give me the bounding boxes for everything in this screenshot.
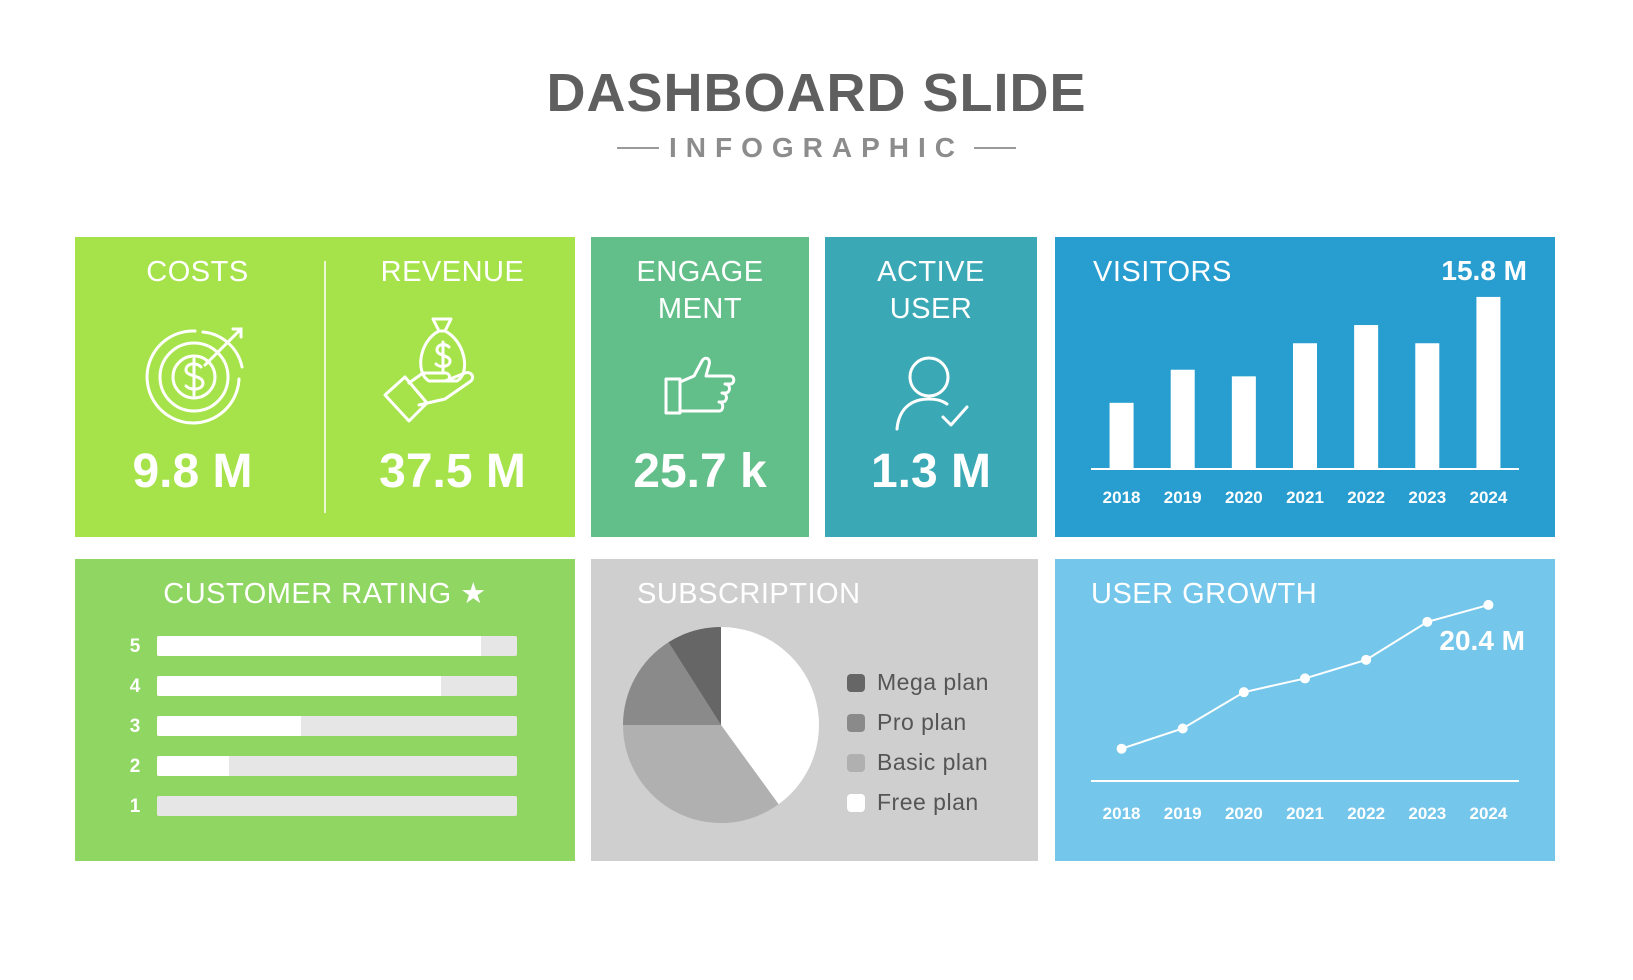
user-growth-year-label: 2024 — [1470, 804, 1508, 823]
visitors-year-label: 2021 — [1286, 488, 1324, 507]
user-check-icon — [895, 356, 969, 431]
page-title: DASHBOARD SLIDE — [546, 63, 1087, 123]
rating-bar — [157, 676, 442, 696]
user-growth-year-label: 2023 — [1408, 804, 1446, 823]
rating-track — [157, 756, 517, 776]
user-growth-point — [1422, 616, 1433, 627]
customer-rating-card: CUSTOMER RATING ★ 5 4 3 2 1 — [75, 559, 575, 861]
legend-item: Mega plan — [847, 669, 989, 696]
user-growth-point — [1300, 673, 1310, 684]
page-subtitle: INFOGRAPHIC — [669, 132, 964, 163]
rating-row: 4 — [125, 676, 565, 698]
visitors-title: VISITORS — [1093, 256, 1232, 288]
active-user-value: 1.3 M — [870, 445, 992, 498]
subtitle-rule-right — [974, 147, 1016, 149]
user-growth-year-label: 2020 — [1225, 804, 1263, 823]
rating-row: 3 — [125, 716, 565, 738]
rating-row: 1 — [125, 796, 565, 818]
user-growth-point — [1483, 599, 1494, 610]
subscription-title: SUBSCRIPTION — [637, 578, 861, 610]
rating-star-label: 5 — [129, 636, 141, 657]
divider — [324, 261, 326, 513]
user-growth-point — [1116, 743, 1127, 754]
revenue-value: 37.5 M — [379, 445, 526, 498]
legend-item: Free plan — [847, 789, 979, 816]
revenue-label: REVENUE — [380, 256, 525, 288]
rating-row: 5 — [125, 636, 565, 658]
engagement-value: 25.7 k — [633, 445, 767, 498]
user-growth-point — [1238, 687, 1249, 698]
user-growth-year-label: 2021 — [1286, 804, 1324, 823]
visitors-bar — [1415, 343, 1440, 469]
pie-slice — [623, 642, 721, 725]
visitors-bar — [1109, 402, 1134, 469]
money-bag-hand-icon — [383, 317, 475, 423]
legend-swatch — [847, 793, 865, 812]
visitors-card: VISITORS 15.8 M 2018 2019 2020 2021 2022 2023… — [1055, 237, 1555, 537]
visitors-bar-chart: 2018 2019 2020 2021 2022 2023 2024 — [1091, 296, 1519, 507]
visitors-bar — [1231, 376, 1256, 469]
thumbs-up-icon — [664, 356, 736, 415]
pie-slice — [721, 627, 819, 805]
legend-swatch — [847, 673, 865, 692]
user-growth-value: 20.4 M — [1439, 625, 1525, 656]
rating-star-label: 4 — [129, 676, 141, 697]
costs-value: 9.8 M — [132, 445, 253, 498]
engagement-label-line1: ENGAGE — [636, 256, 764, 288]
legend-label: Free plan — [877, 789, 979, 815]
visitors-bar — [1293, 343, 1317, 469]
rating-bar — [157, 636, 481, 656]
active-user-label-line2: USER — [889, 293, 973, 325]
visitors-value: 15.8 M — [1441, 255, 1527, 286]
visitors-bar — [1170, 369, 1195, 469]
legend-swatch — [847, 713, 865, 732]
rating-track — [157, 676, 517, 696]
rating-row: 2 — [125, 756, 565, 778]
legend-item: Pro plan — [847, 709, 967, 736]
legend-label: Pro plan — [877, 709, 967, 735]
user-growth-year-label: 2022 — [1347, 804, 1385, 823]
user-growth-year-label: 2018 — [1103, 804, 1141, 823]
rating-star-label: 1 — [129, 796, 141, 817]
user-growth-line-chart: 2018 2019 2020 2021 2022 2023 2024 — [1091, 599, 1519, 823]
user-growth-year-label: 2019 — [1164, 804, 1202, 823]
visitors-year-label: 2018 — [1103, 488, 1141, 507]
visitors-year-label: 2020 — [1225, 488, 1263, 507]
engagement-label-line2: MENT — [657, 293, 743, 325]
pie-slice — [623, 725, 779, 823]
user-growth-card: USER GROWTH 20.4 M 2018 2019 2020 2021 2022 2… — [1055, 559, 1555, 861]
subtitle-rule-left — [617, 147, 659, 149]
legend-label: Mega plan — [877, 669, 989, 695]
visitors-year-label: 2023 — [1408, 488, 1446, 507]
legend-swatch — [847, 753, 865, 772]
pie-slice — [668, 627, 721, 725]
engagement-card: ENGAGE MENT 25.7 k — [591, 237, 809, 537]
subscription-pie-chart — [623, 627, 819, 823]
active-user-card: ACTIVE USER 1.3 M — [825, 237, 1037, 537]
rating-star-label: 2 — [129, 756, 141, 777]
visitors-bar — [1354, 325, 1379, 469]
visitors-year-label: 2024 — [1470, 488, 1508, 507]
visitors-year-label: 2022 — [1347, 488, 1385, 507]
subscription-card: SUBSCRIPTION Mega plan Pro plan Basic plan… — [591, 559, 1038, 861]
customer-rating-title: CUSTOMER RATING ★ — [163, 578, 487, 610]
costs-label: COSTS — [146, 256, 249, 288]
legend-label: Basic plan — [877, 749, 989, 775]
visitors-bar — [1476, 296, 1501, 469]
rating-star-label: 3 — [129, 716, 141, 737]
user-growth-title: USER GROWTH — [1091, 578, 1318, 610]
costs-revenue-card: COSTS REVENUE 9.8 M 37.5 M — [75, 237, 575, 537]
rating-bar — [157, 716, 301, 736]
rating-bar — [157, 756, 229, 776]
dollar-target-icon — [145, 327, 244, 425]
visitors-year-label: 2019 — [1164, 488, 1202, 507]
user-growth-point — [1361, 654, 1372, 665]
rating-track — [157, 796, 517, 816]
active-user-label-line1: ACTIVE — [877, 256, 985, 288]
rating-track — [157, 716, 517, 736]
subtitle-row: INFOGRAPHIC — [0, 132, 1633, 164]
legend-item: Basic plan — [847, 749, 988, 776]
rating-track — [157, 636, 517, 656]
user-growth-point — [1177, 723, 1188, 734]
